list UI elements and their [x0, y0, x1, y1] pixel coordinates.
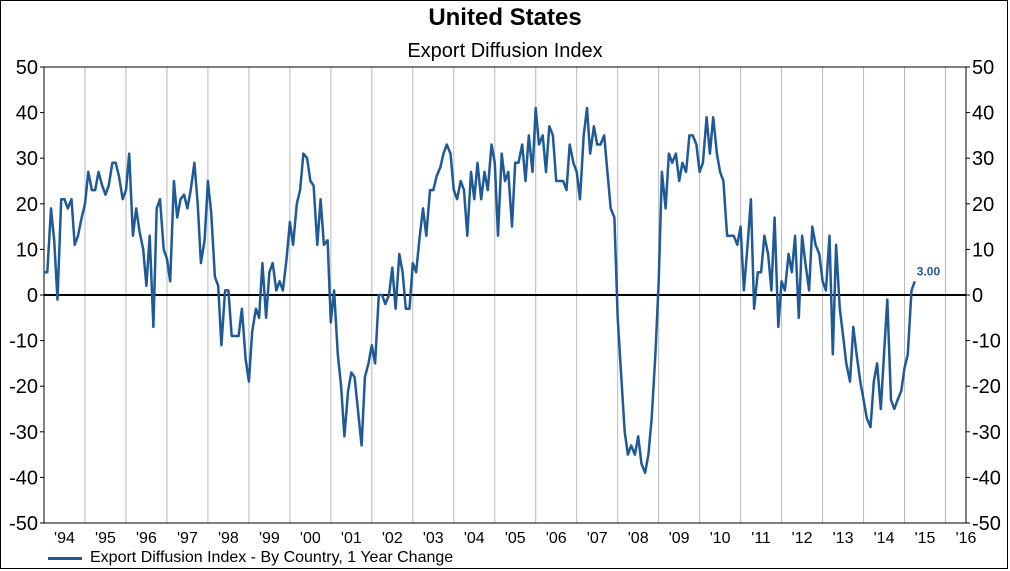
y-tick-label-left: 20: [16, 194, 38, 216]
x-tick-label: '02: [382, 530, 403, 547]
axes: [40, 66, 970, 524]
chart-title: United States: [428, 4, 582, 31]
y-tick-label-right: 30: [972, 148, 994, 170]
y-tick-label-right: 20: [972, 194, 994, 216]
y-tick-label-right: -40: [972, 467, 1001, 489]
x-tick-label: '94: [54, 530, 75, 547]
y-tick-label-left: -20: [9, 376, 38, 398]
legend-label: Export Diffusion Index - By Country, 1 Y…: [90, 549, 454, 566]
y-tick-label-left: 40: [16, 103, 38, 125]
x-tick-label: '07: [587, 530, 608, 547]
y-tick-label-left: -10: [9, 331, 38, 353]
legend-swatch: [48, 556, 82, 560]
x-tick-label: '16: [956, 530, 977, 547]
y-tick-label-right: 40: [972, 103, 994, 125]
x-tick-label: '14: [874, 530, 895, 547]
x-tick-label: '12: [792, 530, 813, 547]
y-tick-label-right: 10: [972, 239, 994, 261]
x-tick-label: '04: [464, 530, 485, 547]
x-tick-label: '10: [710, 530, 731, 547]
x-tick-label: '08: [628, 530, 649, 547]
y-tick-label-left: -30: [9, 422, 38, 444]
chart-subtitle: Export Diffusion Index: [407, 40, 603, 62]
x-tick-label: '97: [177, 530, 198, 547]
tick-labels: 50 50 40 40 30 30 20 20 10 10 0 0 -10 -10 -20 -20 -30 -30…: [9, 57, 1001, 547]
legend: Export Diffusion Index - By Country, 1 Y…: [48, 547, 453, 569]
x-tick-label: '03: [423, 530, 444, 547]
y-tick-label-right: -20: [972, 376, 1001, 398]
x-tick-label: '05: [505, 530, 526, 547]
y-tick-label-right: -30: [972, 422, 1001, 444]
y-tick-label-left: 50: [16, 57, 38, 79]
y-tick-label-right: -10: [972, 331, 1001, 353]
y-tick-label-right: -50: [972, 513, 1001, 535]
y-tick-label-left: 30: [16, 148, 38, 170]
y-tick-label-left: 0: [27, 285, 38, 307]
x-tick-label: '95: [95, 530, 116, 547]
x-tick-label: '96: [136, 530, 157, 547]
x-tick-label: '98: [218, 530, 239, 547]
x-tick-label: '00: [300, 530, 321, 547]
x-tick-label: '06: [546, 530, 567, 547]
last-value-label: 3.00: [917, 264, 941, 278]
series-line: [44, 106, 916, 475]
x-tick-label: '11: [751, 530, 771, 547]
x-tick-label: '15: [915, 530, 936, 547]
y-tick-label-right: 0: [972, 285, 983, 307]
y-tick-label-right: 50: [972, 57, 994, 79]
x-tick-label: '09: [669, 530, 690, 547]
x-tick-label: '99: [259, 530, 280, 547]
y-tick-label-left: -40: [9, 467, 38, 489]
x-tick-label: '01: [341, 530, 362, 547]
series-layer: [44, 106, 916, 475]
y-tick-label-left: -50: [9, 513, 38, 535]
x-tick-label: '13: [833, 530, 854, 547]
y-tick-label-left: 10: [16, 239, 38, 261]
